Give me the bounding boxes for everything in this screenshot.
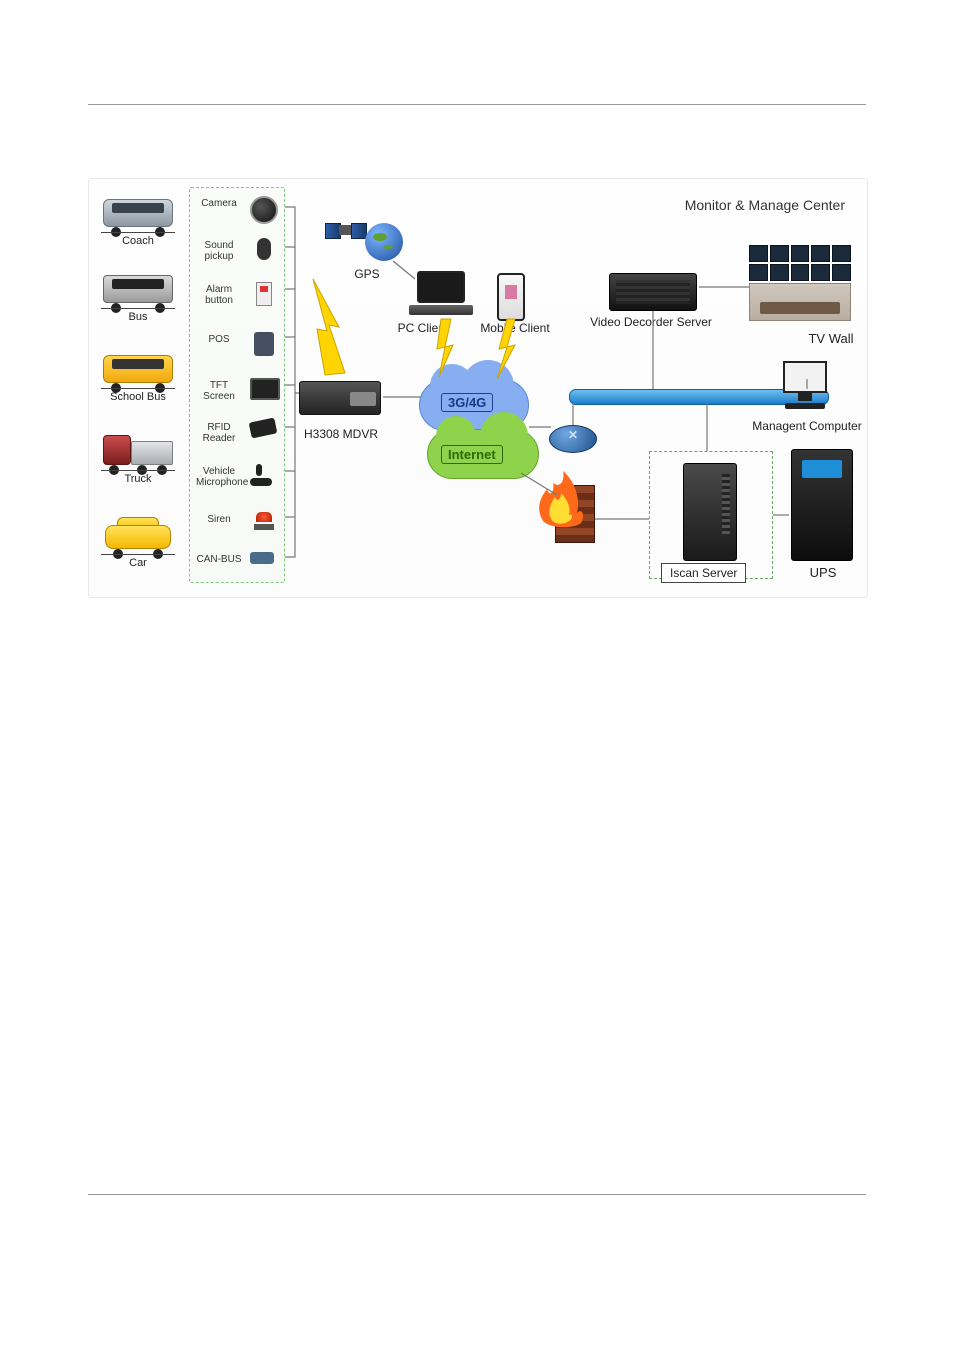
iscan-server-label: Iscan Server xyxy=(661,563,746,583)
device-sound-pickup: Sound pickup xyxy=(194,236,280,272)
device-pos: POS xyxy=(194,330,280,366)
tv-wall-label: TV Wall xyxy=(808,331,853,346)
laptop-icon xyxy=(409,271,473,315)
vehicle-car: Car xyxy=(101,511,175,571)
vehicle-bus: Bus xyxy=(101,265,175,325)
device-canbus: CAN-BUS xyxy=(194,550,280,586)
tft-screen-icon xyxy=(250,378,278,406)
iscan-server-icon xyxy=(683,463,737,561)
vehicle-coach: Coach xyxy=(101,189,175,249)
firewall-icon xyxy=(555,485,595,543)
vehicle-schoolbus-label: School Bus xyxy=(101,388,175,403)
video-decoder-icon xyxy=(609,273,697,311)
globe-icon xyxy=(365,223,403,261)
divider-bottom xyxy=(88,1194,866,1195)
satellite-icon xyxy=(325,217,367,245)
device-rfid-reader-label: RFID Reader xyxy=(196,422,242,444)
ups-icon xyxy=(791,449,853,561)
device-canbus-label: CAN-BUS xyxy=(196,554,242,565)
pc-client-label: PC Client xyxy=(398,321,449,335)
smartphone-icon xyxy=(497,273,525,321)
device-pos-label: POS xyxy=(196,334,242,345)
microphone-icon xyxy=(250,238,278,266)
vehicle-car-label: Car xyxy=(101,554,175,569)
management-computer-icon xyxy=(781,361,829,401)
alarm-button-icon xyxy=(250,282,278,310)
cloud-internet-label: Internet xyxy=(441,445,503,464)
cloud-3g4g-label: 3G/4G xyxy=(441,393,493,412)
management-computer-label: Managent Computer xyxy=(752,419,861,433)
device-siren: Siren xyxy=(194,510,280,546)
vehicle-schoolbus: School Bus xyxy=(101,345,175,405)
mobile-client-label: Mobile Client xyxy=(480,321,549,335)
device-camera: Camera xyxy=(194,194,280,230)
device-alarm-button: Alarm button xyxy=(194,280,280,316)
vehicle-bus-label: Bus xyxy=(101,308,175,323)
network-diagram: Monitor & Manage Center Coach Bus School… xyxy=(88,178,868,598)
vehicle-truck-label: Truck xyxy=(101,470,175,485)
device-rfid-reader: RFID Reader xyxy=(194,418,280,454)
pos-icon xyxy=(250,332,278,360)
gps-label: GPS xyxy=(354,267,379,281)
device-box: Camera Sound pickup Alarm button POS TFT… xyxy=(189,187,285,583)
tv-wall-icon xyxy=(749,245,851,321)
title-monitor-center: Monitor & Manage Center xyxy=(685,197,845,213)
device-vehicle-microphone: Vehicle Microphone xyxy=(194,462,280,498)
camera-icon xyxy=(250,196,278,224)
device-alarm-button-label: Alarm button xyxy=(196,284,242,306)
divider-top xyxy=(88,104,866,105)
video-decoder-label: Video Decorder Server xyxy=(590,315,712,329)
device-camera-label: Camera xyxy=(196,198,242,209)
device-vehicle-microphone-label: Vehicle Microphone xyxy=(196,466,242,488)
page: Monitor & Manage Center Coach Bus School… xyxy=(0,0,954,1351)
device-tft-screen: TFT Screen xyxy=(194,376,280,412)
device-siren-label: Siren xyxy=(196,514,242,525)
mdvr-label: H3308 MDVR xyxy=(304,427,378,441)
rfid-reader-icon xyxy=(250,420,278,448)
mdvr-device xyxy=(299,375,381,423)
vehicle-microphone-icon xyxy=(250,464,278,492)
keyboard-icon xyxy=(785,403,825,409)
canbus-icon xyxy=(250,552,278,580)
siren-icon xyxy=(250,512,278,540)
vehicle-coach-label: Coach xyxy=(101,232,175,247)
ups-label: UPS xyxy=(810,565,837,580)
vehicle-truck: Truck xyxy=(101,427,175,487)
device-sound-pickup-label: Sound pickup xyxy=(196,240,242,262)
router-icon xyxy=(549,425,597,453)
device-tft-screen-label: TFT Screen xyxy=(196,380,242,402)
